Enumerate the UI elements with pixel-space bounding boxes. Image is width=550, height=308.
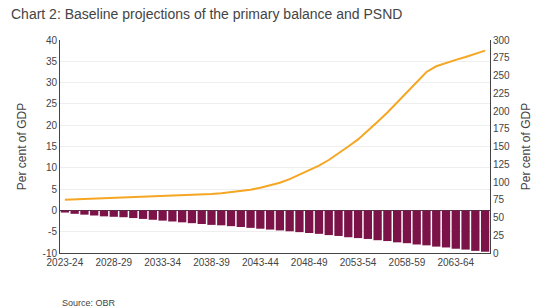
svg-text:300: 300 [493,35,510,46]
svg-text:50: 50 [493,212,505,223]
svg-text:0: 0 [51,205,57,216]
svg-text:15: 15 [46,141,58,152]
svg-text:2043-44: 2043-44 [242,257,279,268]
svg-text:175: 175 [493,123,510,134]
svg-text:30: 30 [46,77,58,88]
svg-text:200: 200 [493,106,510,117]
svg-text:275: 275 [493,52,510,63]
svg-text:225: 225 [493,88,510,99]
svg-text:Per cent of GDP: Per cent of GDP [519,103,533,190]
svg-text:35: 35 [46,56,58,67]
svg-text:0: 0 [493,248,499,259]
svg-text:100: 100 [493,177,510,188]
svg-text:10: 10 [46,162,58,173]
svg-text:2058-59: 2058-59 [389,257,426,268]
svg-text:Source: OBR: Source: OBR [62,298,116,308]
svg-text:150: 150 [493,141,510,152]
svg-text:2028-29: 2028-29 [95,257,132,268]
svg-text:2053-54: 2053-54 [340,257,377,268]
svg-text:2023-24: 2023-24 [47,257,84,268]
svg-text:75: 75 [493,194,505,205]
svg-text:5: 5 [51,184,57,195]
svg-text:2038-39: 2038-39 [193,257,230,268]
svg-text:2033-34: 2033-34 [144,257,181,268]
svg-text:2063-64: 2063-64 [437,257,474,268]
svg-text:Per cent of GDP: Per cent of GDP [15,103,29,190]
svg-text:-5: -5 [48,226,57,237]
svg-text:25: 25 [46,98,58,109]
svg-text:125: 125 [493,159,510,170]
svg-text:2048-49: 2048-49 [291,257,328,268]
svg-text:-10: -10 [43,248,58,259]
svg-text:25: 25 [493,230,505,241]
svg-text:Chart 2: Baseline projections: Chart 2: Baseline projections of the pri… [11,6,402,22]
svg-text:250: 250 [493,70,510,81]
svg-text:40: 40 [46,35,58,46]
svg-text:20: 20 [46,120,58,131]
